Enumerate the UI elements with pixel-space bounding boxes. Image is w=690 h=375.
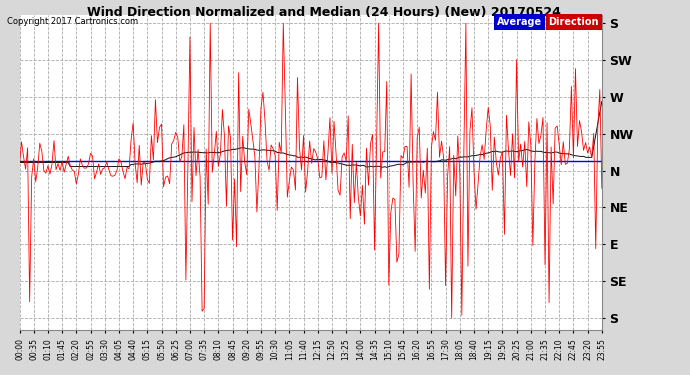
Text: Direction: Direction (549, 17, 599, 27)
Text: Wind Direction Normalized and Median (24 Hours) (New) 20170524: Wind Direction Normalized and Median (24… (88, 6, 561, 19)
Text: Copyright 2017 Cartronics.com: Copyright 2017 Cartronics.com (7, 17, 138, 26)
Text: Average: Average (497, 17, 542, 27)
